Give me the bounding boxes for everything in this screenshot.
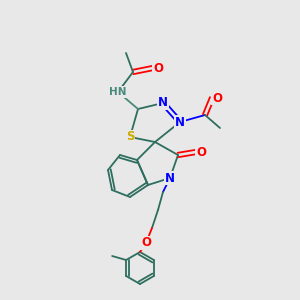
Text: O: O bbox=[196, 146, 206, 158]
Text: O: O bbox=[153, 61, 163, 74]
Text: N: N bbox=[165, 172, 175, 184]
Text: N: N bbox=[158, 97, 168, 110]
Text: O: O bbox=[141, 236, 151, 250]
Text: HN: HN bbox=[109, 87, 127, 97]
Text: O: O bbox=[212, 92, 222, 104]
Text: N: N bbox=[175, 116, 185, 128]
Text: S: S bbox=[126, 130, 134, 143]
